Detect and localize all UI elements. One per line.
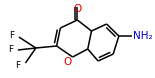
Text: NH₂: NH₂: [133, 31, 153, 41]
Text: O: O: [64, 57, 72, 67]
Text: O: O: [73, 4, 82, 14]
Text: F: F: [9, 32, 14, 40]
Text: F: F: [8, 45, 13, 55]
Text: F: F: [15, 61, 20, 71]
